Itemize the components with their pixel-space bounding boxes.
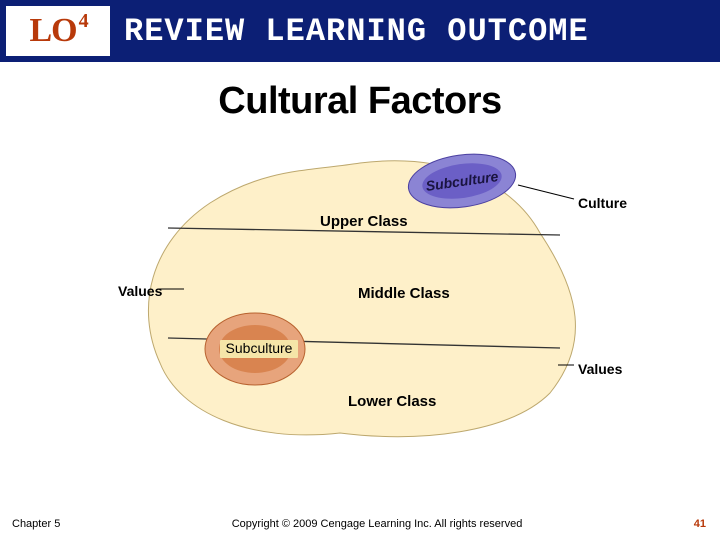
- subculture-left-label: Subculture: [226, 340, 293, 356]
- footer-chapter: Chapter 5: [0, 518, 60, 530]
- lo-number: 4: [79, 10, 89, 33]
- label-lower-class: Lower Class: [348, 393, 436, 410]
- label-values-left: Values: [118, 283, 162, 299]
- subculture-left-ellipse: Subculture: [205, 313, 305, 385]
- label-values-right: Values: [578, 361, 622, 377]
- leader-culture: [518, 185, 574, 199]
- footer: Chapter 5 Copyright © 2009 Cengage Learn…: [0, 518, 720, 530]
- label-upper-class: Upper Class: [320, 213, 408, 230]
- lo-badge: LO 4: [6, 6, 110, 56]
- header-title: REVIEW LEARNING OUTCOME: [110, 13, 720, 50]
- label-middle-class: Middle Class: [358, 285, 450, 302]
- footer-copyright: Copyright © 2009 Cengage Learning Inc. A…: [60, 518, 693, 530]
- label-culture: Culture: [578, 195, 627, 211]
- header-bar: LO 4 REVIEW LEARNING OUTCOME: [0, 0, 720, 62]
- footer-page-number: 41: [694, 518, 720, 530]
- page-subtitle: Cultural Factors: [0, 80, 720, 123]
- lo-prefix: LO: [29, 12, 76, 50]
- cultural-factors-diagram: Subculture Subculture Culture Upper Clas…: [80, 133, 640, 453]
